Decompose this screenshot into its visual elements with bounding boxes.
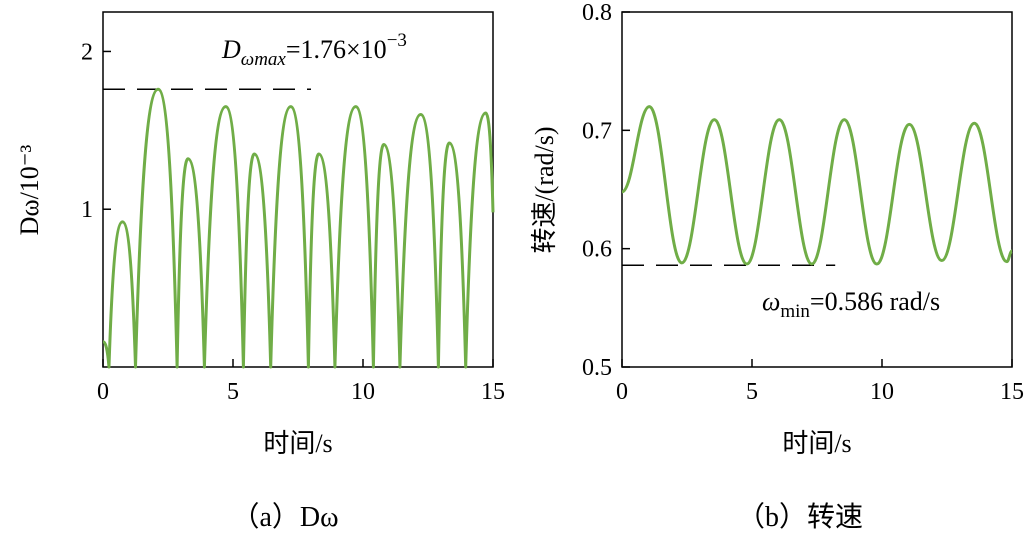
- panel-a-max-annotation: Dωmax=1.76×10−3: [221, 30, 407, 70]
- b-ytick-label: 0.6: [582, 237, 612, 263]
- a-ytick-label: 2: [81, 39, 93, 65]
- panel-b-caption: （b）转速: [737, 501, 863, 533]
- panel-a: 0 5 10 15 1 2 时间/s Dω/10⁻³ Dωmax=1.76×10−3 （a…: [15, 11, 505, 533]
- panel-a-annotation-exponent: −3: [387, 30, 407, 51]
- a-xtick-label: 10: [351, 379, 375, 405]
- b-xtick-label: 15: [1000, 379, 1024, 405]
- panel-a-annotation-symbol: D: [221, 35, 241, 64]
- b-xtick-label: 0: [616, 379, 628, 405]
- panel-b-min-annotation: ωmin=0.586 rad/s: [762, 287, 940, 322]
- panel-b-annotation-symbol: ω: [762, 287, 780, 316]
- panel-a-annotation-subscript: ωmax: [241, 49, 287, 70]
- panel-a-ylabel: Dω/10⁻³: [15, 144, 44, 235]
- panel-b-frame: [621, 11, 1013, 368]
- panel-b-tick-labels: 0 5 10 15 0.5 0.6 0.7 0.8: [582, 0, 1024, 405]
- panel-b-annotation-subscript: min: [780, 301, 810, 322]
- panel-b-series-line: [621, 105, 1013, 266]
- a-ytick-label: 1: [81, 197, 93, 223]
- panel-b: 0 5 10 15 0.5 0.6 0.7 0.8 时间/s 转速/(rad/s) ωmin=…: [530, 0, 1024, 533]
- b-ytick-label: 0.8: [582, 0, 612, 26]
- b-ytick-label: 0.5: [582, 355, 612, 381]
- a-xtick-label: 15: [481, 379, 505, 405]
- panel-a-xlabel: 时间/s: [263, 429, 332, 458]
- panel-b-xlabel: 时间/s: [782, 429, 851, 458]
- a-xtick-label: 5: [227, 379, 239, 405]
- panel-b-points: [621, 106, 1013, 265]
- panel-a-annotation-value: =1.76×10: [286, 35, 387, 64]
- b-xtick-label: 5: [746, 379, 758, 405]
- a-xtick-label: 0: [97, 379, 109, 405]
- panel-a-tick-labels: 0 5 10 15 1 2: [81, 39, 505, 405]
- panel-b-annotation-value: =0.586 rad/s: [810, 287, 940, 316]
- panel-b-ticks: [621, 11, 1013, 368]
- panel-a-frame: [102, 11, 494, 368]
- panel-a-caption: （a）Dω: [231, 501, 338, 533]
- panel-b-ylabel: 转速/(rad/s): [530, 126, 559, 253]
- b-xtick-label: 10: [870, 379, 894, 405]
- panel-a-ticks: [102, 50, 494, 367]
- panel-a-points: [102, 89, 494, 368]
- panel-a-series-line: [102, 87, 495, 369]
- b-ytick-label: 0.7: [582, 118, 612, 144]
